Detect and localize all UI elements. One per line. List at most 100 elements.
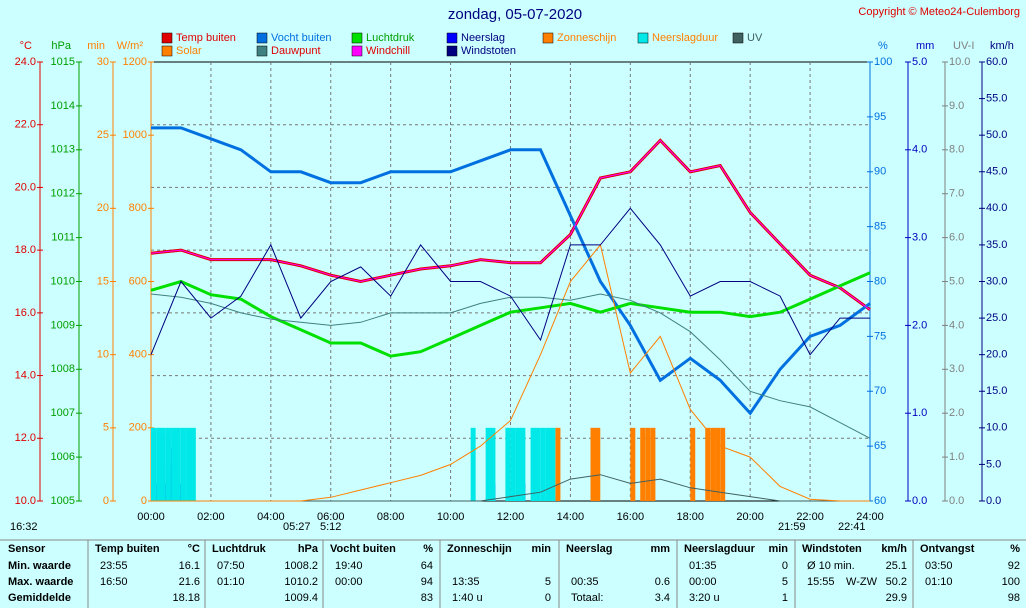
bar <box>630 427 636 501</box>
y-tick-label: 6.0 <box>949 232 964 244</box>
cell-time: 1:40 u <box>452 592 483 604</box>
bar <box>515 427 521 501</box>
legend-swatch <box>637 32 649 44</box>
cell-value: 3.4 <box>655 592 670 604</box>
y-tick-label: 5 <box>103 422 109 434</box>
x-tick-label: 20:00 <box>736 511 764 523</box>
y-tick-label: 1011 <box>51 232 75 244</box>
bar <box>505 427 511 501</box>
bar <box>180 427 186 501</box>
y-tick-label: 1010 <box>51 275 75 287</box>
y-tick-label: 80 <box>874 275 886 287</box>
group-title: Neerslagduur <box>684 543 756 555</box>
y-tick-label: 18.0 <box>15 244 36 256</box>
bar <box>535 427 541 501</box>
y-tick-label: 85 <box>874 221 886 233</box>
x-tick-label: 02:00 <box>197 511 225 523</box>
y-tick-label: 5.0 <box>949 275 964 287</box>
y-tick-label: 70 <box>874 385 886 397</box>
axis-unit: °C <box>20 40 32 52</box>
cell-value: 50.2 <box>886 576 907 588</box>
y-tick-label: 7.0 <box>949 188 964 200</box>
x-tick-label: 18:00 <box>676 511 704 523</box>
legend-label: Zonneschijn <box>557 32 616 44</box>
bar <box>520 427 526 501</box>
y-tick-label: 1015 <box>51 56 75 68</box>
axis-unit: km/h <box>990 40 1014 52</box>
y-tick-label: 1008 <box>51 363 75 375</box>
y-tick-label: 8.0 <box>949 144 964 156</box>
cell-value: 18.18 <box>172 592 200 604</box>
cell-value: 25.1 <box>886 560 907 572</box>
y-tick-label: 55.0 <box>986 92 1007 104</box>
bar <box>530 427 536 501</box>
group-unit: % <box>1010 543 1020 555</box>
cell-value: 92 <box>1008 560 1020 572</box>
group-title: Ontvangst <box>920 543 975 555</box>
bar <box>720 427 726 501</box>
sun-time: 21:59 <box>778 521 806 533</box>
axis-unit: min <box>87 40 105 52</box>
y-tick-label: 40.0 <box>986 202 1007 214</box>
legend-swatch <box>351 32 363 44</box>
y-tick-label: 4.0 <box>912 144 927 156</box>
legend-swatch <box>161 32 173 44</box>
legend-label: Vocht buiten <box>271 32 332 44</box>
cell-value: 1 <box>782 592 788 604</box>
y-tick-label: 1005 <box>51 495 75 507</box>
y-tick-label: 60.0 <box>986 56 1007 68</box>
bar <box>705 427 711 501</box>
legend-label: Windstoten <box>461 45 516 57</box>
sun-time: 22:41 <box>838 521 866 533</box>
x-tick-label: 00:00 <box>137 511 165 523</box>
bar <box>650 427 656 501</box>
group-unit: % <box>423 543 433 555</box>
x-tick-label: 22:00 <box>796 511 824 523</box>
cell-value: 83 <box>421 592 433 604</box>
bar <box>540 427 546 501</box>
sun-time: 5:12 <box>320 521 341 533</box>
group-title: Luchtdruk <box>212 543 267 555</box>
x-tick-label: 04:00 <box>257 511 285 523</box>
legend-swatch <box>161 45 173 57</box>
cell-value: 0 <box>782 560 788 572</box>
cell-value: 5 <box>782 576 788 588</box>
legend-label: Neerslag <box>461 32 505 44</box>
bar <box>710 427 716 501</box>
axis-unit: mm <box>916 40 934 52</box>
bar <box>151 427 156 501</box>
axis-unit: UV-I <box>953 40 974 52</box>
cell-time: 03:50 <box>925 560 953 572</box>
bar <box>595 427 601 501</box>
row-label: Max. waarde <box>8 576 73 588</box>
cell-time: Ø 10 min. <box>807 560 855 572</box>
legend-label: UV <box>747 32 763 44</box>
y-tick-label: 65 <box>874 440 886 452</box>
line <box>150 271 871 358</box>
legend-swatch <box>256 45 268 57</box>
y-tick-label: 1009 <box>51 319 75 331</box>
y-tick-label: 1012 <box>51 188 75 200</box>
cell-time: Totaal: <box>571 592 603 604</box>
y-tick-label: 800 <box>129 202 147 214</box>
legend-label: Windchill <box>366 45 410 57</box>
cell-value: 1008.2 <box>284 560 318 572</box>
y-tick-label: 15.0 <box>986 385 1007 397</box>
bar <box>645 427 651 501</box>
group-title: Windstoten <box>802 543 862 555</box>
x-tick-label: 10:00 <box>437 511 465 523</box>
y-tick-label: 50.0 <box>986 129 1007 141</box>
group-unit: hPa <box>298 543 319 555</box>
legend-swatch <box>446 45 458 57</box>
cell-value: 1009.4 <box>284 592 318 604</box>
cell-time: 00:35 <box>571 576 599 588</box>
cell-time: 00:00 <box>335 576 363 588</box>
y-tick-label: 100 <box>874 56 892 68</box>
bar <box>485 427 491 501</box>
bar <box>640 427 646 501</box>
y-tick-label: 1000 <box>123 129 147 141</box>
y-tick-label: 75 <box>874 330 886 342</box>
legend-label: Dauwpunt <box>271 45 321 57</box>
